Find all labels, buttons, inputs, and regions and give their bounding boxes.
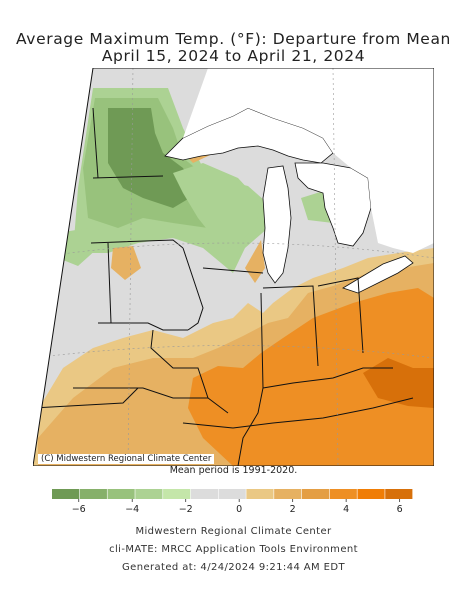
legend-swatch: [274, 489, 302, 499]
legend-swatch: [190, 489, 219, 499]
legend-swatch: [79, 489, 107, 499]
legend-swatch: [301, 489, 330, 499]
footer-line2: cli-MATE: MRCC Application Tools Environ…: [109, 544, 358, 555]
legend-swatch: [246, 489, 274, 499]
footer-line1: Midwestern Regional Climate Center: [135, 526, 332, 537]
lake-michigan: [262, 165, 292, 284]
legend-swatch: [357, 489, 385, 499]
legend-swatch: [135, 489, 163, 499]
green-region-dark: [108, 108, 198, 208]
legend-tick-label: −4: [125, 504, 139, 515]
legend-swatch: [218, 489, 246, 499]
footer-line3: Generated at: 4/24/2024 9:21:44 AM EDT: [122, 562, 345, 573]
orange-patch-ia: [111, 246, 141, 280]
lake-erie: [342, 255, 414, 294]
orange-region-deep: [363, 358, 434, 408]
legend-tick-label: −2: [179, 504, 193, 515]
temperature-departure-map: [33, 68, 434, 466]
green-region-light-wi: [173, 163, 261, 243]
legend-swatch: [52, 489, 80, 499]
green-patch-west: [58, 228, 98, 266]
map-title-line2: April 15, 2024 to April 21, 2024: [101, 47, 366, 65]
legend-swatch: [163, 489, 191, 499]
canada-land: [183, 68, 434, 253]
legend-tick-label: 2: [290, 504, 296, 515]
legend-swatch: [385, 489, 413, 499]
orange-region-strong: [188, 288, 434, 466]
legend-ticks: −6 −4 −2 0 2 4 6: [72, 499, 403, 515]
legend-swatch: [329, 489, 357, 499]
map-frame: [33, 68, 434, 466]
mean-period-note: Mean period is 1991-2020.: [169, 465, 298, 476]
color-legend: −6 −4 −2 0 2 4 6: [52, 489, 413, 515]
legend-tick-label: 4: [343, 504, 349, 515]
map-credit: (C) Midwestern Regional Climate Center: [38, 454, 215, 464]
legend-swatch: [107, 489, 135, 499]
state-boundaries: [33, 107, 414, 466]
legend-swatches: [52, 489, 413, 499]
map-title-line1: Average Maximum Temp. (°F): Departure fr…: [16, 30, 451, 48]
legend-tick-label: 0: [236, 504, 242, 515]
legend-tick-label: 6: [397, 504, 403, 515]
graticule: [33, 68, 434, 466]
legend-tick-label: −6: [72, 504, 86, 515]
